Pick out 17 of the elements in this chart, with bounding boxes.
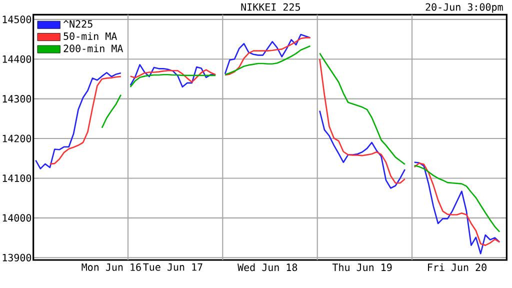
chart-title: NIKKEI 225 — [241, 3, 300, 11]
chart-subtitle: 20-Jun 3:00pm — [426, 3, 503, 13]
y-tick-label: 14300 — [2, 95, 32, 103]
legend-label: 50-min MA — [64, 32, 118, 40]
y-tick-label: 14500 — [2, 16, 32, 24]
y-tick-label: 14100 — [2, 174, 32, 182]
y-tick-label: 14400 — [2, 55, 32, 63]
x-tick-label: Mon Jun 16 — [82, 263, 141, 271]
x-tick-label: Wed Jun 18 — [238, 263, 298, 272]
x-tick-label: Tue Jun 17 — [143, 263, 202, 271]
x-tick-label: Thu Jun 19 — [332, 263, 392, 272]
y-tick-label: 13900 — [2, 254, 32, 262]
y-tick-label: 14000 — [2, 214, 32, 222]
legend-label: ^N225 — [63, 20, 92, 28]
y-tick-label: 14200 — [2, 134, 32, 142]
legend-label: 200-min MA — [64, 44, 124, 52]
x-tick-label: Fri Jun 20 — [428, 263, 486, 272]
